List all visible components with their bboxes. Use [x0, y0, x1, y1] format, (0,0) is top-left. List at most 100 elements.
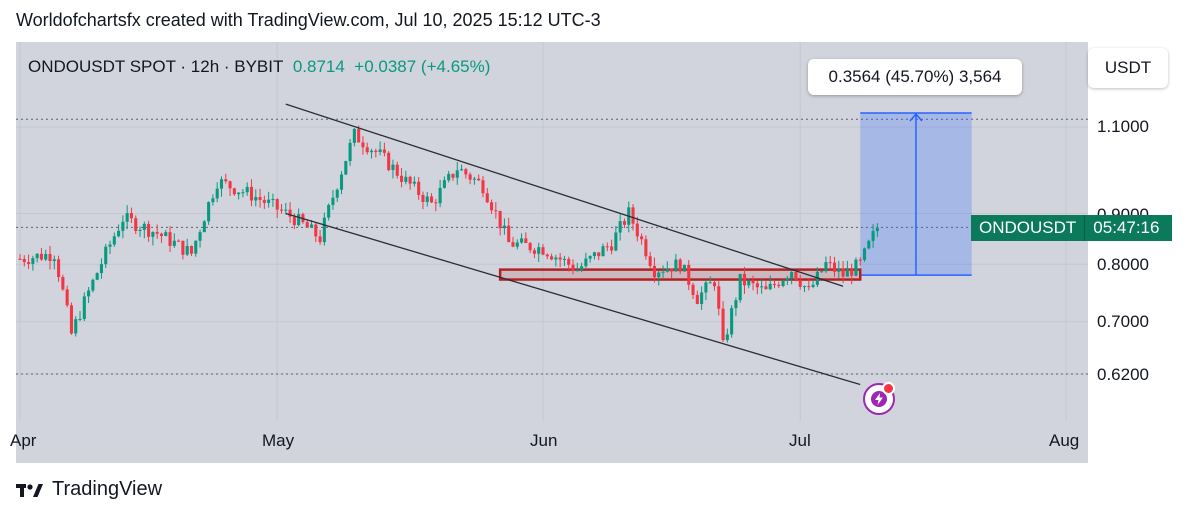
candle-body	[751, 280, 755, 284]
time-tick-may: May	[262, 431, 295, 450]
candle-body	[717, 286, 721, 309]
candle-body	[828, 262, 832, 264]
candle-body	[760, 286, 764, 288]
candle-body	[177, 240, 181, 242]
candle-body	[725, 334, 729, 341]
candle-body	[605, 246, 609, 248]
candle-body	[691, 284, 695, 295]
candle-body	[447, 173, 451, 181]
candle-body	[661, 271, 665, 273]
time-tick-aug: Aug	[1049, 431, 1080, 450]
lightning-icon[interactable]	[863, 382, 895, 415]
candle-body	[687, 264, 691, 285]
tradingview-logo-icon	[16, 483, 43, 497]
candle-body	[134, 218, 138, 231]
candle-body	[575, 270, 579, 272]
candle-body	[417, 181, 421, 195]
candle-body	[451, 173, 455, 178]
candle-body	[584, 258, 588, 267]
candle-body	[554, 257, 558, 260]
candle-body	[477, 178, 481, 181]
candle-body	[78, 318, 82, 320]
channel-lower-line	[285, 212, 861, 386]
candle-body	[498, 210, 502, 229]
candle-body	[215, 188, 219, 199]
candle-body	[580, 266, 584, 271]
candle-body	[811, 284, 815, 287]
price-axis[interactable]	[1088, 42, 1200, 463]
candle-body	[798, 279, 802, 287]
candle-body	[22, 258, 26, 263]
candle-body	[155, 232, 159, 234]
candle-body	[271, 199, 275, 201]
candle-body	[421, 194, 425, 202]
candle-body	[464, 169, 468, 175]
candle-body	[331, 197, 335, 205]
currency-button[interactable]: USDT	[1088, 48, 1168, 88]
candle-body	[631, 207, 635, 224]
candle-body	[288, 209, 292, 217]
candle-body	[399, 175, 404, 182]
price-change: +0.0387 (+4.65%)	[354, 57, 491, 76]
candle-body	[82, 296, 86, 319]
candle-body	[151, 232, 155, 237]
candle-body	[618, 221, 622, 233]
candle-body	[592, 252, 596, 257]
candle-body	[640, 236, 644, 240]
candle-body	[168, 232, 172, 246]
candle-body	[91, 279, 95, 291]
candle-body	[597, 252, 601, 257]
attribution-header: Worldofchartsfx created with TradingView…	[16, 10, 601, 30]
candle-body	[125, 213, 129, 222]
candle-body	[794, 272, 798, 280]
candle-body	[455, 170, 459, 178]
symbol-info: ONDOUSDT SPOT · 12h · BYBIT 0.8714 +0.03…	[28, 57, 490, 77]
candle-body	[232, 188, 236, 195]
candle-body	[802, 286, 807, 288]
candle-body	[657, 272, 661, 278]
candle-body	[104, 246, 108, 265]
candle-body	[48, 253, 52, 262]
candle-body	[845, 269, 849, 277]
measure-label: 0.3564 (45.70%) 3,564	[808, 59, 1022, 95]
candle-body	[189, 245, 194, 254]
candle-body	[820, 271, 824, 273]
ticker-symbol: ONDOUSDT	[979, 218, 1077, 237]
candle-body	[374, 150, 378, 152]
price-tick-0.6200: 0.6200	[1097, 365, 1149, 384]
candle-body	[511, 242, 515, 247]
candle-body	[541, 247, 545, 255]
candle-body	[429, 196, 434, 203]
candle-body	[652, 265, 657, 278]
candle-body	[871, 231, 875, 241]
candle-body	[369, 150, 374, 153]
candle-body	[485, 193, 489, 203]
time-tick-apr: Apr	[10, 431, 37, 450]
candle-body	[425, 196, 429, 202]
candle-body	[550, 256, 554, 260]
candle-body	[65, 289, 69, 306]
last-price: 0.8714	[292, 57, 345, 76]
candle-body	[241, 192, 245, 194]
candle-body	[57, 259, 61, 278]
candle-body	[207, 202, 211, 222]
candle-body	[468, 174, 472, 180]
candle-body	[284, 209, 288, 211]
candle-body	[292, 216, 296, 226]
candle-body	[588, 256, 592, 259]
candle-body	[224, 179, 228, 182]
candle-body	[275, 199, 279, 210]
channel-upper-line	[285, 103, 844, 287]
candle-body	[352, 128, 356, 143]
candle-body	[339, 174, 344, 190]
candle-body	[74, 319, 78, 334]
candle-body	[850, 269, 854, 276]
candle-body	[807, 286, 811, 288]
candle-body	[52, 259, 56, 262]
candle-body	[768, 283, 772, 290]
candle-body	[824, 262, 828, 272]
candle-body	[322, 217, 326, 243]
candle-body	[18, 258, 22, 260]
candle-body	[532, 250, 536, 254]
candle-body	[635, 223, 639, 237]
